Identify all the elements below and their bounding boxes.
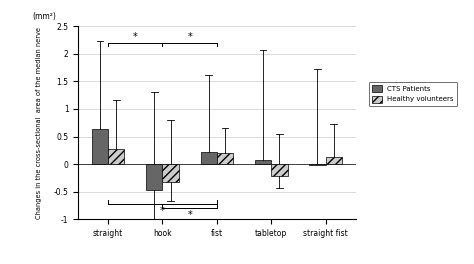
Bar: [108, 149, 124, 164]
Legend: CTS Patients, Healthy volunteers: CTS Patients, Healthy volunteers: [369, 82, 457, 106]
Bar: [163, 164, 179, 182]
Text: *: *: [133, 32, 137, 42]
Bar: [309, 164, 326, 165]
Bar: [326, 157, 342, 164]
Text: *: *: [160, 206, 165, 216]
Text: *: *: [187, 32, 192, 42]
Bar: [255, 160, 271, 164]
Text: *: *: [187, 210, 192, 220]
Y-axis label: Changes in the cross-sectional  area of the median nerve: Changes in the cross-sectional area of t…: [36, 27, 42, 219]
Bar: [217, 153, 233, 164]
Text: (mm²): (mm²): [32, 12, 56, 21]
Bar: [146, 164, 163, 191]
Bar: [92, 129, 108, 164]
Bar: [271, 164, 288, 176]
Bar: [201, 152, 217, 164]
